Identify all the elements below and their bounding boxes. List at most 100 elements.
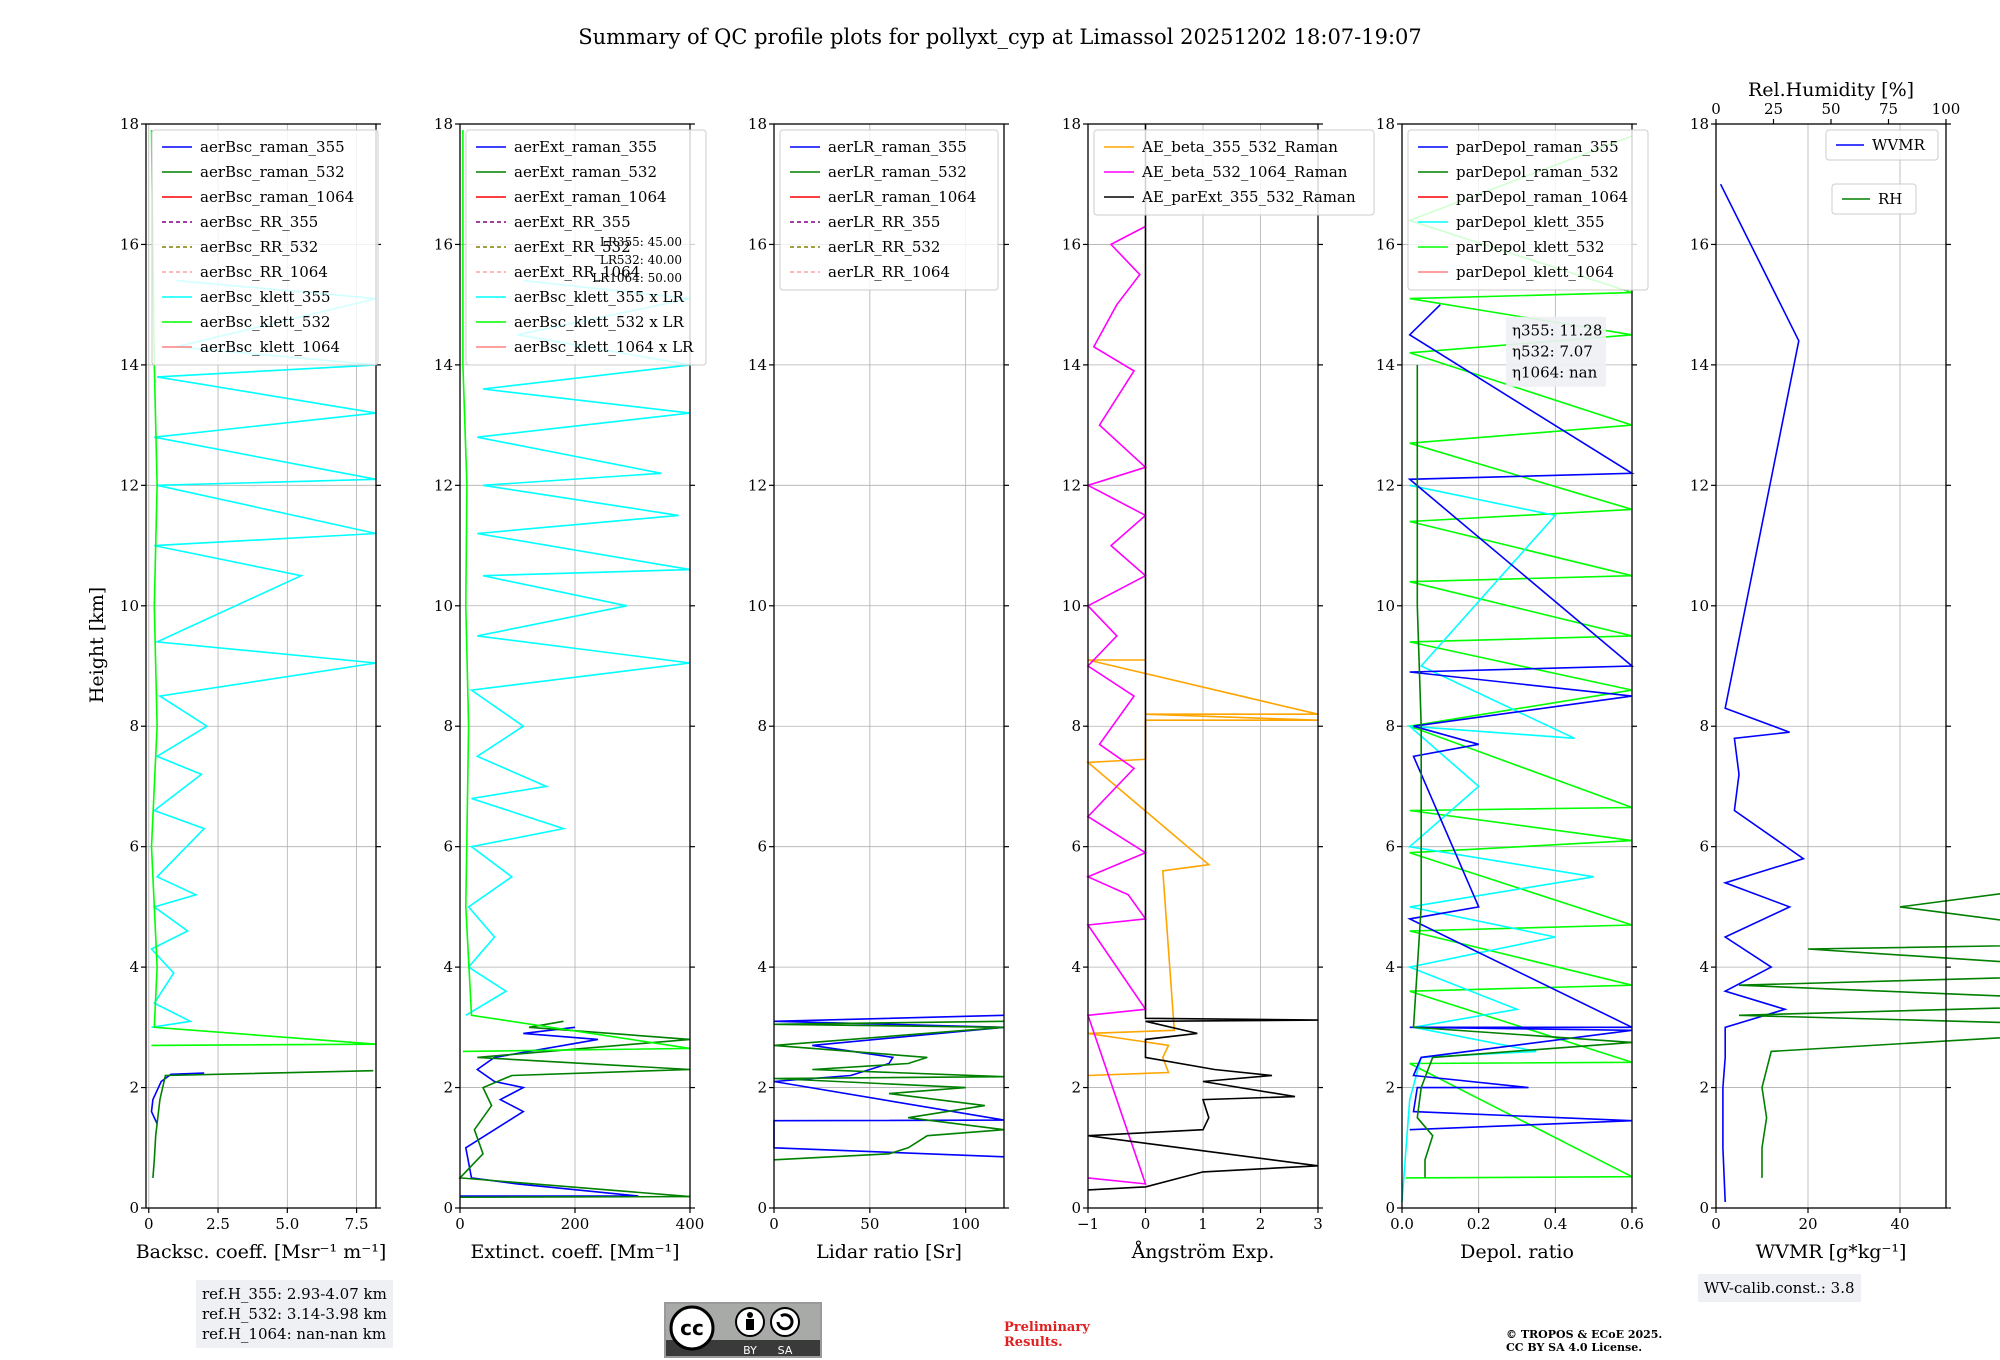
legend-box bbox=[1407, 129, 1649, 291]
x-tick-label: 7.5 bbox=[345, 1215, 369, 1233]
y-tick-label: 2 bbox=[757, 1079, 767, 1097]
x-tick-label: 0 bbox=[769, 1215, 779, 1233]
y-tick-label: 12 bbox=[1062, 476, 1081, 494]
y-tick-label: 8 bbox=[1071, 717, 1081, 735]
x-tick-label: 20 bbox=[1798, 1215, 1817, 1233]
panel-lr: 0 2 4 6 8 10 12 14 16 18 0 50 100 Lidar ratio [Sr] aer… bbox=[748, 115, 1009, 1263]
legend-label: aerExt_raman_532 bbox=[514, 163, 657, 181]
legend-label: AE_parExt_355_532_Raman bbox=[1141, 188, 1356, 206]
y-tick-label: 18 bbox=[1062, 115, 1081, 133]
legend-label: aerBsc_raman_532 bbox=[200, 163, 345, 181]
legend-label: aerBsc_RR_1064 bbox=[200, 263, 328, 281]
panel-ext: 0 2 4 6 8 10 12 14 16 18 0 200 400 Extinct. coeff. [M… bbox=[434, 115, 707, 1263]
y-tick-label: 14 bbox=[434, 356, 453, 374]
figure-title: Summary of QC profile plots for pollyxt_… bbox=[578, 25, 1422, 49]
y-tick-label: 4 bbox=[443, 958, 453, 976]
y-tick-label: 6 bbox=[129, 838, 139, 856]
legend-label: aerBsc_klett_355 bbox=[200, 288, 331, 306]
copyright-note: © TROPOS & ECoE 2025. CC BY SA 4.0 Licen… bbox=[1506, 1328, 1662, 1354]
x-axis-label: Depol. ratio bbox=[1460, 1241, 1574, 1263]
panel-bsc: 0 2 4 6 8 10 12 14 16 18 0 2.5 5.0 7.5 Backsc. coeff. … bbox=[120, 115, 386, 1263]
x-tick-label: 2 bbox=[1256, 1215, 1266, 1233]
legend-label: AE_beta_532_1064_Raman bbox=[1141, 163, 1348, 181]
x-tick-label: 0.4 bbox=[1543, 1215, 1567, 1233]
x-tick-label: 0.6 bbox=[1620, 1215, 1644, 1233]
legend-label: aerExt_raman_355 bbox=[514, 138, 657, 156]
y-tick-label: 14 bbox=[1690, 356, 1709, 374]
x-tick-label: 100 bbox=[951, 1215, 980, 1233]
legend-box bbox=[779, 129, 999, 291]
x-tick-label: 0.2 bbox=[1467, 1215, 1491, 1233]
series-aerBsc_raman_355 bbox=[150, 1072, 205, 1125]
legend-label: aerLR_raman_532 bbox=[828, 163, 967, 181]
legend-label: aerExt_raman_1064 bbox=[514, 188, 667, 206]
axes-frame bbox=[1715, 123, 1947, 1209]
lidar-ratio-note: LR1064: 50.00 bbox=[592, 271, 682, 285]
legend-label: aerBsc_RR_532 bbox=[200, 238, 318, 256]
legend-box bbox=[1831, 183, 1917, 215]
y-tick-label: 10 bbox=[1062, 597, 1081, 615]
series-aerBsc_raman_532 bbox=[152, 1069, 374, 1178]
legend-label: parDepol_raman_355 bbox=[1456, 138, 1619, 156]
x-tick-label: 0 bbox=[1141, 1215, 1151, 1233]
series-RH bbox=[1738, 893, 2000, 1178]
series-aerBsc_klett_355 x LR bbox=[465, 279, 691, 1016]
legend-label: parDepol_klett_532 bbox=[1456, 238, 1605, 256]
x-tick-label: 40 bbox=[1890, 1215, 1909, 1233]
series-AE_beta_532_1064_Raman bbox=[1085, 225, 1148, 1185]
y-tick-label: 0 bbox=[1385, 1199, 1395, 1217]
copyright-line-2: CC BY SA 4.0 License. bbox=[1506, 1341, 1643, 1354]
y-tick-label: 14 bbox=[1376, 356, 1395, 374]
y-tick-label: 10 bbox=[434, 597, 453, 615]
copyright-line-1: © TROPOS & ECoE 2025. bbox=[1506, 1328, 1663, 1341]
series-aerLR_raman_532 bbox=[773, 1020, 1005, 1161]
y-tick-label: 8 bbox=[1699, 717, 1709, 735]
legend-label: aerLR_RR_1064 bbox=[828, 263, 950, 281]
y-tick-label: 12 bbox=[1376, 476, 1395, 494]
y-tick-label: 6 bbox=[757, 838, 767, 856]
lidar-ratio-note: LR355: 45.00 bbox=[600, 235, 682, 249]
cc-license-badge: cc BY SA bbox=[664, 1302, 822, 1358]
eta-box bbox=[1506, 316, 1606, 387]
top-x-tick-label: 75 bbox=[1879, 100, 1898, 118]
y-tick-label: 16 bbox=[1062, 235, 1081, 253]
y-tick-label: 0 bbox=[443, 1199, 453, 1217]
cc-sa-text: SA bbox=[778, 1344, 793, 1356]
legend-box bbox=[1825, 129, 1939, 161]
series-WVMR bbox=[1719, 183, 1806, 1203]
ref-height-355: ref.H_355: 2.93-4.07 km bbox=[202, 1285, 387, 1303]
y-tick-label: 0 bbox=[1699, 1199, 1709, 1217]
y-tick-label: 8 bbox=[1385, 717, 1395, 735]
panel-depol: 0 2 4 6 8 10 12 14 16 18 0.0 0.2 0.4 0.6 Depol. ratio p… bbox=[1376, 115, 1649, 1263]
x-tick-label: 0 bbox=[455, 1215, 465, 1233]
y-tick-label: 18 bbox=[434, 115, 453, 133]
reference-height-info: ref.H_355: 2.93-4.07 km ref.H_532: 3.14-… bbox=[196, 1280, 393, 1348]
series-parDepol_klett_532 bbox=[1405, 135, 1633, 1179]
x-tick-label: 50 bbox=[860, 1215, 879, 1233]
x-axis-label: Lidar ratio [Sr] bbox=[816, 1241, 962, 1263]
legend-box bbox=[1093, 129, 1375, 216]
legend-label: aerExt_RR_532 bbox=[514, 238, 631, 256]
x-tick-label: 0.0 bbox=[1390, 1215, 1414, 1233]
y-tick-label: 14 bbox=[120, 356, 139, 374]
top-x-tick-label: 100 bbox=[1932, 100, 1961, 118]
y-tick-label: 18 bbox=[1376, 115, 1395, 133]
legend-label: aerBsc_raman_1064 bbox=[200, 188, 354, 206]
y-tick-label: 16 bbox=[434, 235, 453, 253]
y-tick-label: 16 bbox=[748, 235, 767, 253]
y-tick-label: 0 bbox=[129, 1199, 139, 1217]
y-tick-label: 0 bbox=[1071, 1199, 1081, 1217]
y-tick-label: 16 bbox=[1690, 235, 1709, 253]
y-axis-label: Height [km] bbox=[86, 587, 108, 703]
top-x-tick-label: 25 bbox=[1764, 100, 1783, 118]
y-tick-label: 6 bbox=[1071, 838, 1081, 856]
x-tick-label: 5.0 bbox=[275, 1215, 299, 1233]
y-tick-label: 12 bbox=[748, 476, 767, 494]
y-tick-label: 10 bbox=[1376, 597, 1395, 615]
y-tick-label: 4 bbox=[1071, 958, 1081, 976]
legend-label: aerLR_raman_1064 bbox=[828, 188, 976, 206]
legend-label: aerExt_RR_1064 bbox=[514, 263, 640, 281]
series-aerBsc_klett_532 x LR bbox=[462, 130, 691, 1053]
y-tick-label: 4 bbox=[129, 958, 139, 976]
